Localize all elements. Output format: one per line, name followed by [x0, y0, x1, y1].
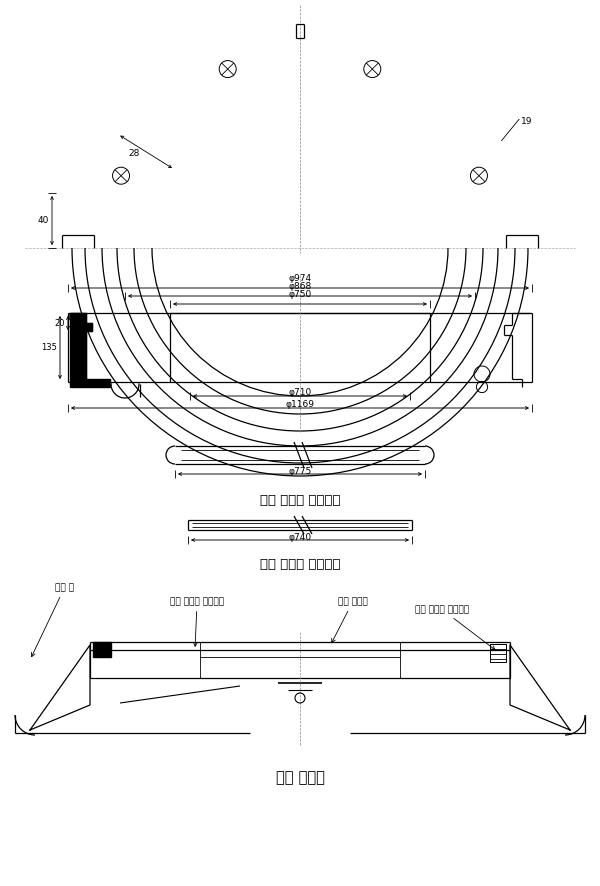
Text: 맹홈 조립도: 맹홈 조립도	[275, 770, 325, 785]
Text: 8: 8	[68, 314, 73, 323]
Polygon shape	[70, 313, 110, 387]
Text: φ740: φ740	[289, 533, 311, 542]
Text: φ974: φ974	[289, 274, 311, 283]
Text: 맹홈 속두꺻 고무패킹: 맹홈 속두꺻 고무패킹	[260, 558, 340, 571]
Bar	[490, 644, 506, 662]
Text: 맹홈 걸두꺻 고무패킹: 맹홈 걸두꺻 고무패킹	[170, 597, 224, 646]
Text: 맹홈 틀: 맹홈 틀	[32, 583, 74, 657]
Text: φ868: φ868	[289, 282, 311, 291]
Text: 맹홈 걸두꺻: 맹홈 걸두꺻	[332, 597, 368, 642]
Text: φ710: φ710	[289, 388, 311, 397]
Text: 23: 23	[70, 354, 81, 363]
Text: 19: 19	[521, 117, 533, 126]
Polygon shape	[93, 642, 111, 657]
Text: φ1169: φ1169	[286, 400, 314, 409]
Text: 맹홈 속두꺻 고무패킹: 맹홈 속두꺻 고무패킹	[415, 605, 495, 649]
Text: 20: 20	[55, 318, 65, 328]
Text: 40: 40	[38, 216, 49, 225]
Text: φ750: φ750	[289, 290, 311, 299]
Text: φ775: φ775	[289, 467, 311, 476]
Text: 135: 135	[41, 343, 57, 352]
Text: 맹홈 걸두꺻 고무패킹: 맹홈 걸두꺻 고무패킹	[260, 494, 340, 507]
Text: 28: 28	[129, 150, 140, 159]
